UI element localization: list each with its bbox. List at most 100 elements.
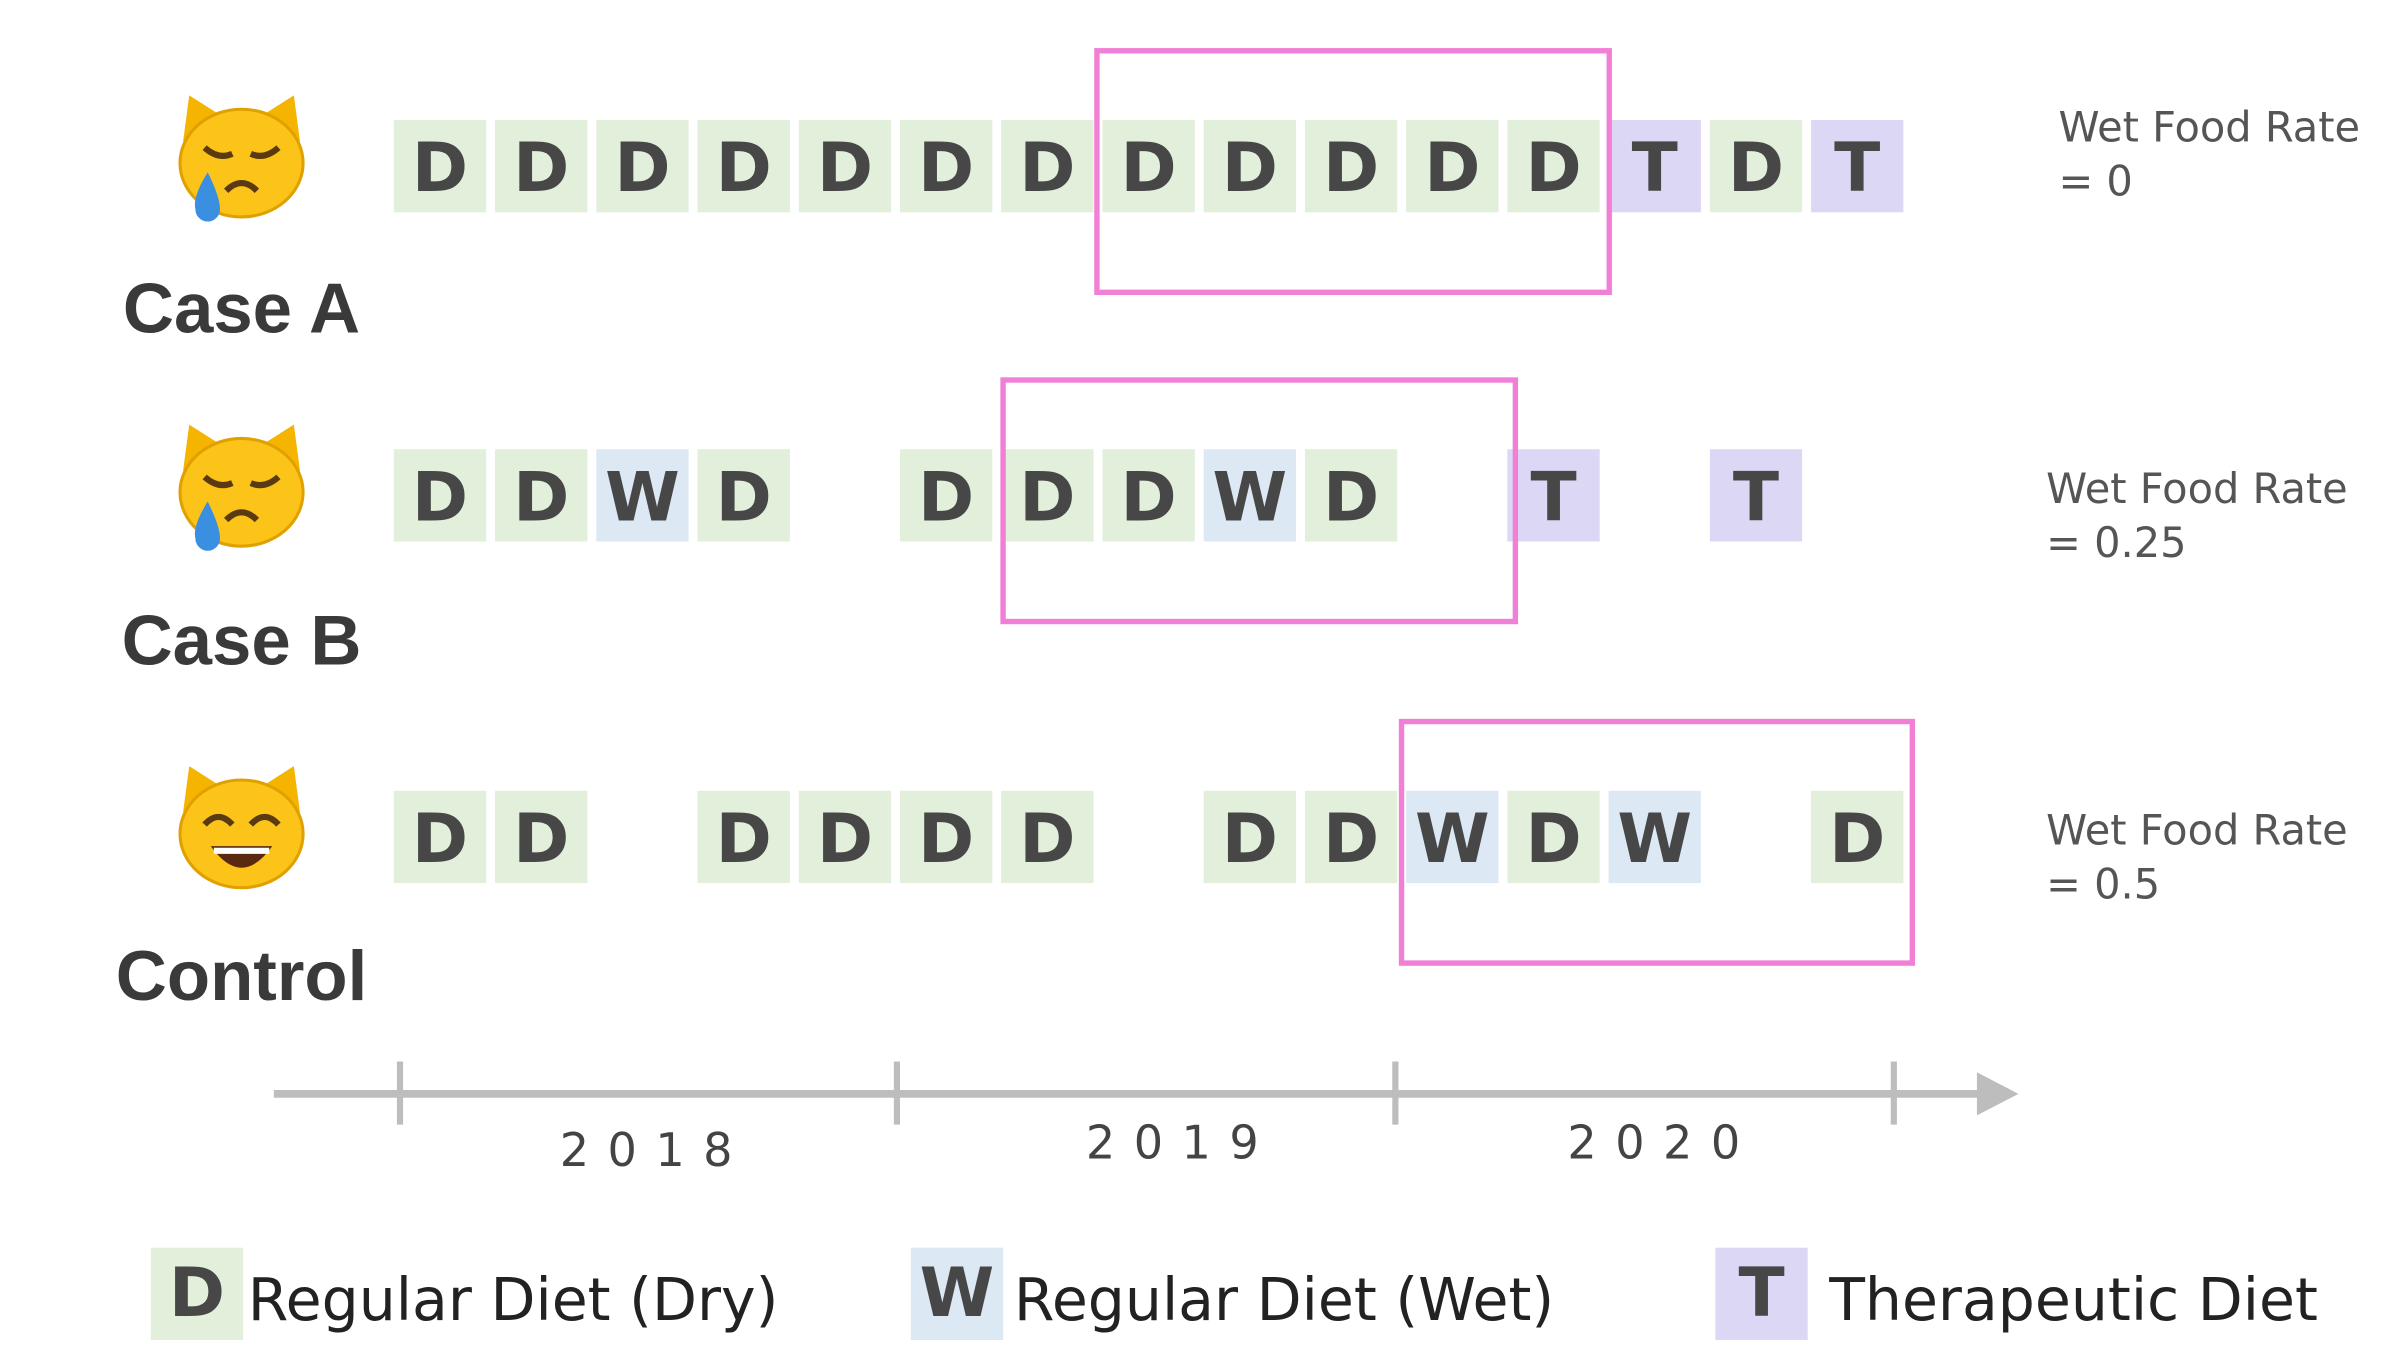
- diet-letter: D: [513, 799, 569, 878]
- diet-letter: W: [1213, 457, 1288, 536]
- diet-cell: [393, 449, 487, 542]
- diet-letter: D: [1525, 128, 1581, 207]
- diet-cell: [1406, 790, 1499, 884]
- diet-letter: D: [1019, 128, 1075, 207]
- case-label: Case A: [123, 268, 360, 347]
- legend-key: T: [1738, 1253, 1784, 1332]
- diet-letter: T: [1530, 457, 1576, 536]
- diet-letter: T: [1834, 128, 1880, 207]
- diet-cell: [596, 120, 689, 213]
- diet-cell: [900, 120, 993, 213]
- legend-item: D Regular Diet (Dry): [150, 1247, 779, 1340]
- diet-cell: [1203, 790, 1296, 884]
- cat-head: [178, 778, 305, 890]
- diet-letter: D: [918, 457, 974, 536]
- wet-food-rate: Wet Food Rate: [2058, 103, 2360, 152]
- diet-cell: [1102, 120, 1195, 213]
- cat-teeth: [213, 847, 270, 854]
- diet-letter: D: [1829, 799, 1885, 878]
- legend-swatch: [910, 1247, 1004, 1340]
- diet-cell: [1507, 790, 1600, 884]
- cat-eye: [202, 145, 234, 159]
- legend-swatch: [1715, 1247, 1808, 1340]
- diet-cell: [697, 790, 790, 884]
- diet-letter: D: [412, 457, 468, 536]
- diet-letter: D: [412, 128, 468, 207]
- diet-cell: [1406, 120, 1499, 213]
- diet-cell: [1304, 449, 1398, 542]
- year-label: 2018: [560, 1123, 751, 1177]
- timeline-axis: 2018 2019 2020: [273, 1061, 2019, 1177]
- legend-key: D: [169, 1253, 225, 1332]
- case-row: Case BD D W D D D D W D T T Wet Food Rate= 0.25: [122, 377, 2348, 680]
- cat-face-icon: [178, 95, 305, 222]
- cat-face-icon: [178, 766, 305, 890]
- diet-letter: D: [1121, 128, 1177, 207]
- diet-letter: D: [1121, 457, 1177, 536]
- case-label: Control: [116, 936, 367, 1015]
- case-label: Case B: [122, 601, 362, 680]
- diet-letter: D: [716, 457, 772, 536]
- diet-cell: [495, 790, 588, 884]
- year-label: 2020: [1567, 1115, 1758, 1169]
- wet-food-rate: = 0.5: [2046, 859, 2160, 908]
- axis-arrow: [1976, 1072, 2019, 1116]
- year-label: 2019: [1086, 1115, 1277, 1169]
- wet-food-rate: Wet Food Rate: [2046, 806, 2348, 855]
- diet-cell: [1001, 790, 1094, 884]
- legend-label: Regular Diet (Dry): [248, 1266, 779, 1334]
- diet-letter: D: [716, 799, 772, 878]
- diet-cell: [393, 790, 487, 884]
- legend-item: W Regular Diet (Wet): [910, 1247, 1554, 1340]
- diet-letter: D: [918, 128, 974, 207]
- diet-letter: D: [1222, 128, 1278, 207]
- diet-cell: [1507, 449, 1600, 542]
- window-box: [1094, 48, 1612, 295]
- window-box: [1000, 377, 1519, 625]
- diet-letter: D: [1323, 457, 1379, 536]
- diet-letter: D: [817, 799, 873, 878]
- diet-cell: [697, 120, 790, 213]
- diet-cell: [1001, 449, 1094, 542]
- cat-tear: [194, 501, 220, 551]
- diet-cell: [1608, 120, 1701, 213]
- diet-cell: [697, 449, 790, 542]
- diet-letter: T: [1733, 457, 1779, 536]
- diet-cell: [1304, 120, 1398, 213]
- diet-cell: [1811, 120, 1904, 213]
- cat-eye: [202, 474, 234, 489]
- diet-cell: [1203, 120, 1296, 213]
- diet-letter: D: [716, 128, 772, 207]
- diet-cell: [1203, 449, 1296, 542]
- diet-cell: [1001, 120, 1094, 213]
- cat-mouth: [223, 180, 260, 194]
- diet-letter: D: [614, 128, 670, 207]
- diet-cell: [1811, 790, 1904, 884]
- diet-cell: [798, 120, 892, 213]
- cat-eye: [249, 145, 281, 159]
- diet-cell: [495, 449, 588, 542]
- diet-letter: W: [1617, 799, 1692, 878]
- diet-letter: D: [412, 799, 468, 878]
- diet-cell: [900, 790, 993, 884]
- diet-letter: D: [1019, 457, 1075, 536]
- cat-face-icon: [178, 424, 305, 551]
- diet-letter: W: [1415, 799, 1490, 878]
- cat-eye: [249, 474, 281, 489]
- diet-cell: [1709, 449, 1803, 542]
- diet-letter: D: [918, 799, 974, 878]
- cat-mouth: [223, 509, 260, 523]
- diet-cell: [495, 120, 588, 213]
- diet-cell: [1709, 120, 1803, 213]
- cat-eye: [248, 813, 281, 827]
- legend-swatch: [150, 1247, 244, 1340]
- diet-cell: [900, 449, 993, 542]
- diet-letter: D: [1525, 799, 1581, 878]
- diet-letter: D: [1323, 128, 1379, 207]
- diet-letter: D: [1424, 128, 1480, 207]
- diet-cell: [1304, 790, 1398, 884]
- window-box: [1398, 718, 1915, 966]
